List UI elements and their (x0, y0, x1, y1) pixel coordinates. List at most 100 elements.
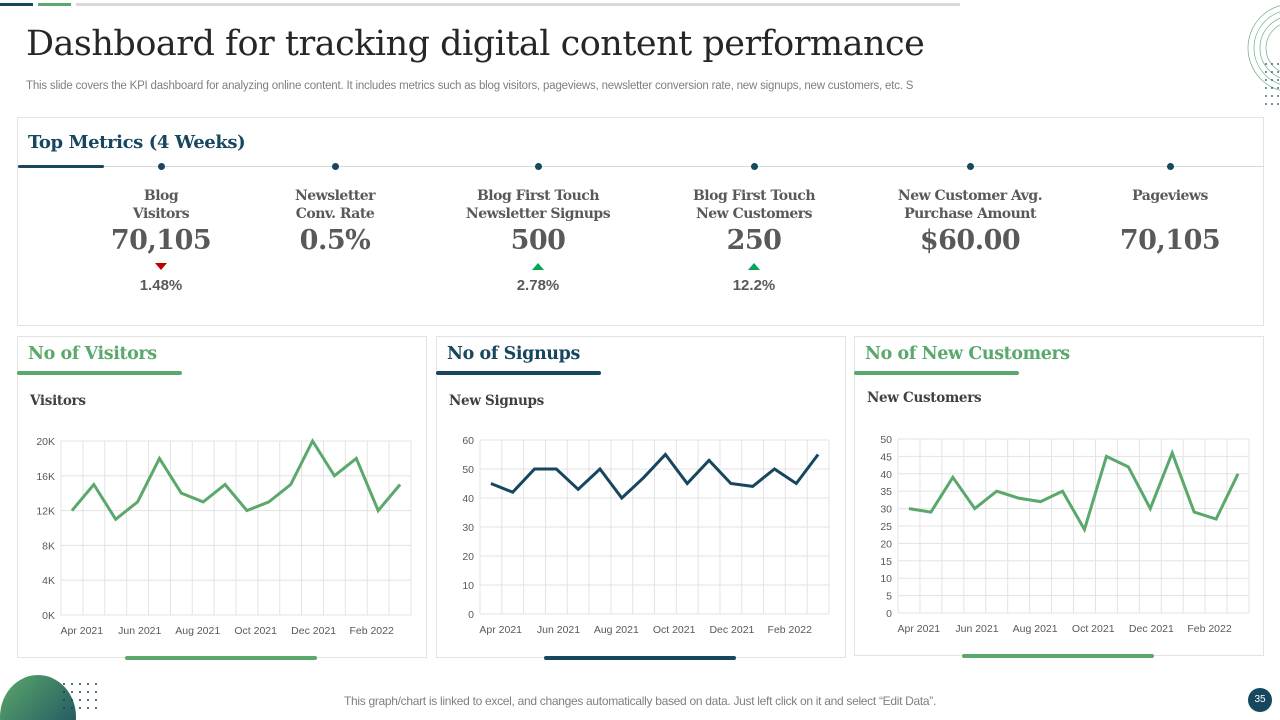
data-point[interactable] (816, 453, 820, 457)
metric-newsletter-signups: Blog First Touch Newsletter Signups 500 … (438, 160, 638, 294)
y-tick-label: 45 (880, 451, 892, 463)
data-point[interactable] (179, 491, 183, 495)
new-customers-line-chart[interactable]: 0 5 10 15 20 25 30 35 40 45 50 Apr 2021 Jun 2021 Aug … (855, 337, 1265, 657)
metric-label: Blog First Touch Newsletter Signups (465, 188, 611, 222)
panel-title: No of Signups (447, 344, 580, 364)
x-tick-label: Dec 2021 (1129, 623, 1174, 635)
data-point[interactable] (576, 487, 580, 491)
visitors-panel: No of Visitors Visitors 0K 4K 8K 12K 16K 20K A… (17, 336, 428, 660)
data-point[interactable] (1170, 451, 1174, 455)
timeline-dot (750, 163, 758, 170)
data-point[interactable] (489, 482, 493, 486)
data-point[interactable] (201, 500, 205, 504)
decor-dot (95, 699, 97, 701)
decorative-blob-icon (0, 675, 97, 720)
x-tick-label: Dec 2021 (709, 624, 754, 636)
data-point[interactable] (245, 509, 249, 513)
decor-dot (1271, 79, 1273, 81)
data-point[interactable] (1082, 527, 1086, 531)
metric-label: Pageviews (1132, 188, 1208, 204)
data-point[interactable] (533, 467, 537, 471)
data-point[interactable] (354, 456, 358, 460)
data-point[interactable] (685, 482, 689, 486)
decor-dot (1271, 71, 1273, 73)
gridlines (479, 439, 830, 615)
y-tick-label: 8K (42, 540, 55, 552)
y-tick-label: 10 (462, 580, 474, 592)
metric-label: Blog Visitors (132, 188, 190, 222)
data-point[interactable] (907, 507, 911, 511)
visitors-line-chart[interactable]: 0K 4K 8K 12K 16K 20K Apr 2021 Jun 2021 Aug 2021 O… (18, 337, 428, 659)
data-point[interactable] (92, 483, 96, 487)
decor-dot (71, 699, 73, 701)
data-point[interactable] (663, 453, 667, 457)
data-point[interactable] (136, 500, 140, 504)
y-tick-label: 40 (462, 493, 474, 505)
data-point[interactable] (1192, 510, 1196, 514)
top-accent-bar-gray (76, 3, 960, 6)
data-point[interactable] (794, 482, 798, 486)
x-tick-label: Dec 2021 (291, 625, 336, 637)
panel-title-underline (436, 371, 601, 375)
data-point[interactable] (1104, 454, 1108, 458)
metric-value: 500 (510, 225, 566, 256)
data-point[interactable] (642, 476, 646, 480)
page-title: Dashboard for tracking digital content p… (26, 24, 925, 64)
data-point[interactable] (289, 483, 293, 487)
decor-dot (1271, 63, 1273, 65)
data-point[interactable] (1148, 507, 1152, 511)
chart-title: New Customers (867, 390, 982, 406)
data-point[interactable] (973, 507, 977, 511)
series-line[interactable] (908, 448, 1240, 534)
series-line[interactable] (490, 452, 820, 501)
y-tick-label: 0 (468, 609, 474, 621)
data-point[interactable] (729, 482, 733, 486)
data-point[interactable] (114, 517, 118, 521)
data-point[interactable] (1126, 465, 1130, 469)
new-customers-panel: No of New Customers New Customers 0 5 10 15… (854, 336, 1265, 658)
y-tick-label: 5 (886, 591, 892, 603)
x-tick-label: Apr 2021 (60, 625, 103, 637)
data-point[interactable] (332, 474, 336, 478)
data-point[interactable] (311, 439, 315, 443)
data-point[interactable] (376, 509, 380, 513)
data-point[interactable] (707, 458, 711, 462)
data-point[interactable] (554, 467, 558, 471)
data-point[interactable] (223, 483, 227, 487)
data-point[interactable] (1214, 517, 1218, 521)
data-point[interactable] (1039, 500, 1043, 504)
metric-value: 70,105 (110, 225, 212, 256)
data-point[interactable] (70, 509, 74, 513)
decor-dot (1277, 103, 1279, 105)
y-tick-label: 50 (880, 434, 892, 446)
data-point[interactable] (772, 467, 776, 471)
timeline-dot (331, 163, 339, 170)
x-tick-label: Jun 2021 (118, 625, 161, 637)
data-point[interactable] (1017, 496, 1021, 500)
data-point[interactable] (620, 496, 624, 500)
decorative-arcs-icon (1247, 5, 1280, 105)
signups-line-chart[interactable]: 0 10 20 30 40 50 60 Apr 2021 Jun 2021 Aug 2021 Oct… (437, 337, 847, 659)
x-tick-label: Aug 2021 (175, 625, 220, 637)
gridlines (60, 440, 412, 616)
metric-newsletter-conv-rate: Newsletter Conv. Rate 0.5% (235, 160, 435, 256)
metric-value: $60.00 (919, 225, 1021, 256)
data-point[interactable] (929, 510, 933, 514)
data-point[interactable] (398, 483, 402, 487)
decor-dot (1277, 87, 1279, 89)
data-point[interactable] (598, 467, 602, 471)
data-point[interactable] (751, 484, 755, 488)
data-point[interactable] (157, 456, 161, 460)
y-tick-label: 50 (462, 464, 474, 476)
data-point[interactable] (267, 500, 271, 504)
y-tick-label: 15 (880, 556, 892, 568)
series-line[interactable] (70, 437, 402, 522)
data-point[interactable] (1236, 472, 1240, 476)
metric-pageviews: Pageviews 70,105 (1070, 160, 1270, 256)
x-tick-label: Feb 2022 (349, 625, 394, 637)
data-point[interactable] (511, 490, 515, 494)
data-point[interactable] (951, 475, 955, 479)
decor-dot (1265, 63, 1267, 65)
data-point[interactable] (1061, 489, 1065, 493)
data-point[interactable] (995, 489, 999, 493)
